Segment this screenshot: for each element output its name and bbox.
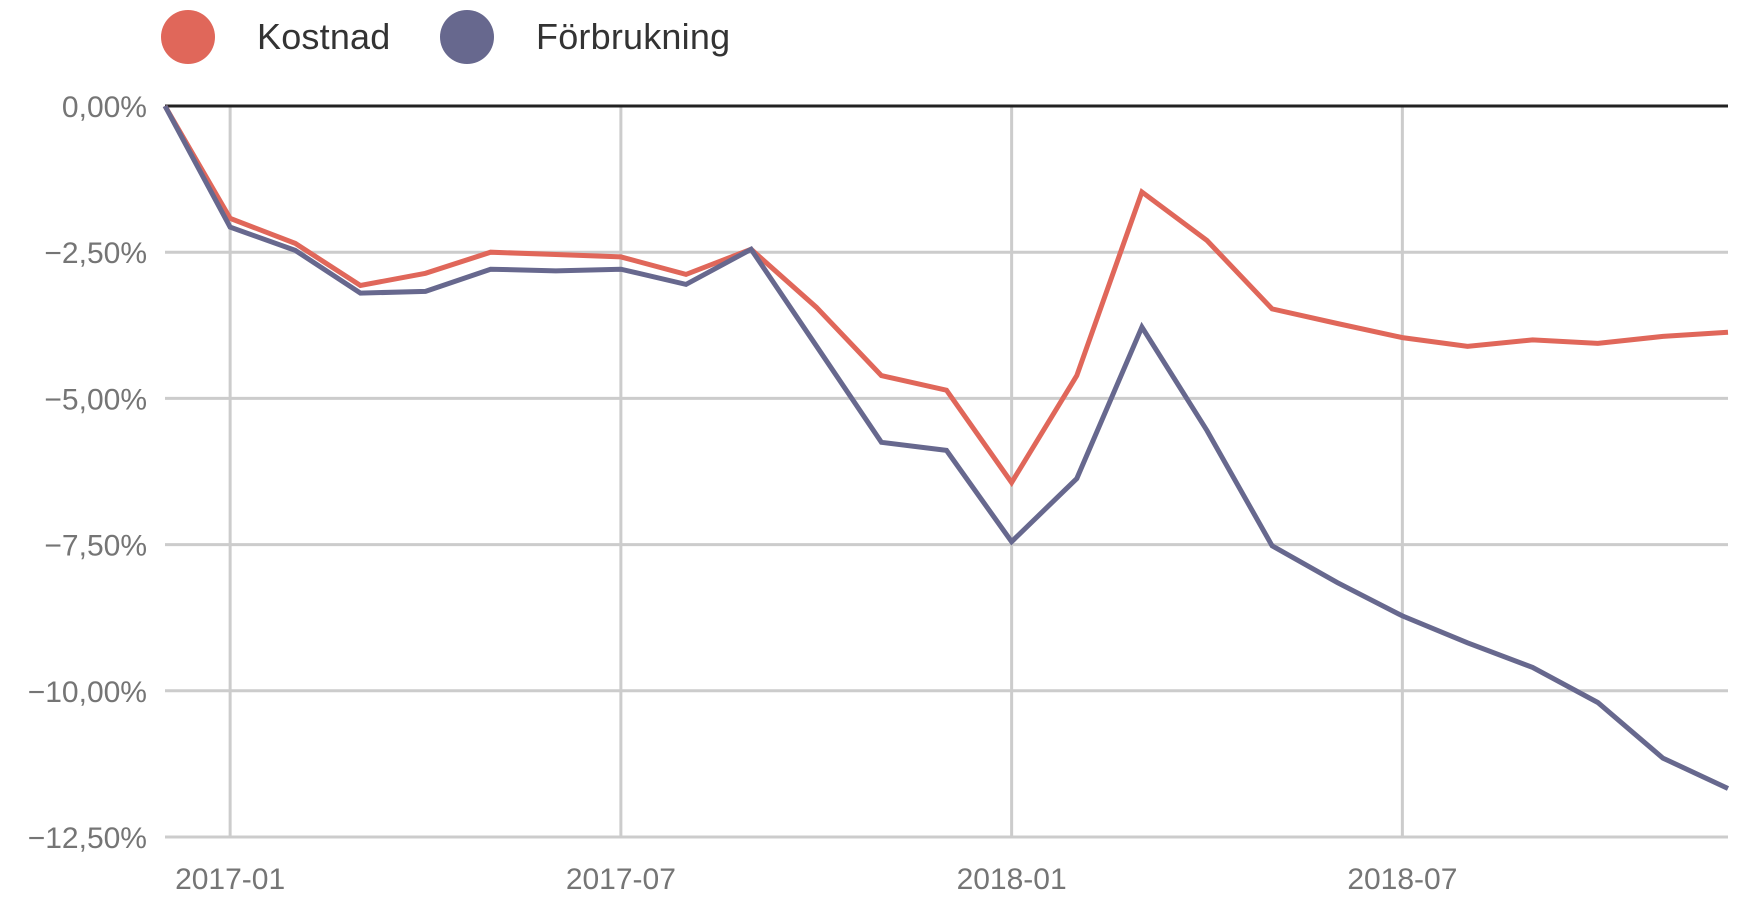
legend-label-forbrukning: Förbrukning [536,16,731,57]
gridlines [165,106,1728,839]
x-tick-label: 2017-01 [175,863,285,896]
y-axis-labels: 0,00% −2,50% −5,00% −7,50% −10,00% −12,50% [28,91,147,855]
y-tick-label: −2,50% [44,237,147,270]
legend-item-kostnad[interactable]: Kostnad [161,10,391,64]
x-axis-labels: 2017-01 2017-07 2018-01 2018-07 [175,863,1457,896]
x-tick-label: 2018-07 [1347,863,1457,896]
forbrukning-swatch-icon [440,10,494,64]
y-tick-label: −7,50% [44,530,147,563]
x-tick-label: 2017-07 [566,863,676,896]
chart-legend: Kostnad Förbrukning [0,0,900,80]
x-tick-label: 2018-01 [957,863,1067,896]
y-tick-label: −12,50% [28,822,147,855]
legend-label-kostnad: Kostnad [257,16,391,57]
y-tick-label: 0,00% [62,91,147,124]
legend-item-forbrukning[interactable]: Förbrukning [440,10,730,64]
y-tick-label: −10,00% [28,676,147,709]
kostnad-swatch-icon [161,10,215,64]
series-lines [162,104,1730,791]
y-tick-label: −5,00% [44,383,147,416]
series-line-kostnad[interactable] [162,104,1729,488]
series-line-förbrukning[interactable] [162,104,1730,791]
